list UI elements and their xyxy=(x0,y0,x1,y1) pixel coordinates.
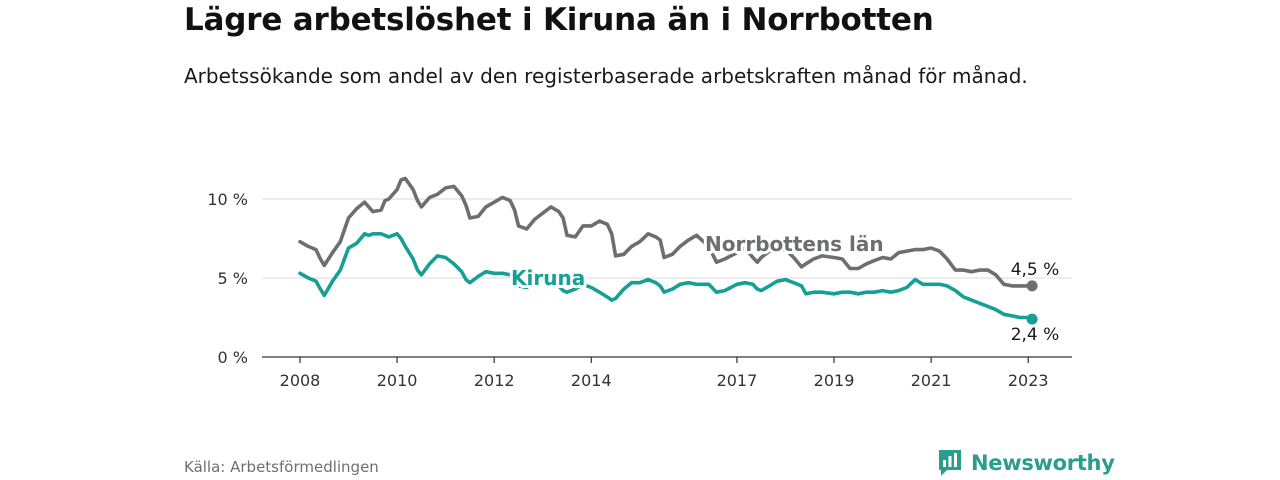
norrbotten-series-label: Norrbottens län xyxy=(705,232,884,256)
kiruna-series-label: Kiruna xyxy=(511,266,585,290)
line-chart: 0 % 5 % 10 % 2008 2010 2012 2014 2017 2019 2021 20… xyxy=(207,176,1072,390)
x-tick-label: 2017 xyxy=(717,371,758,390)
y-tick-label: 0 % xyxy=(218,348,248,367)
kiruna-end-value-label: 2,4 % xyxy=(1011,325,1060,345)
chart-subtitle: Arbetssökande som andel av den registerb… xyxy=(184,64,1028,88)
kiruna-end-dot xyxy=(1026,313,1038,325)
x-tick-label: 2008 xyxy=(280,371,321,390)
bar-chart-speech-bubble-icon xyxy=(939,450,961,476)
x-tick-label: 2012 xyxy=(474,371,515,390)
y-tick-label: 10 % xyxy=(207,190,248,209)
x-tick-label: 2019 xyxy=(814,371,855,390)
series-lines xyxy=(298,176,1038,325)
x-tick-label: 2014 xyxy=(571,371,612,390)
x-tick-label: 2023 xyxy=(1008,371,1049,390)
y-tick-label: 5 % xyxy=(218,269,248,288)
series-labels: Norrbottens län Kiruna 4,5 % 2,4 % xyxy=(508,229,1062,348)
brand-logo[interactable]: Newsworthy xyxy=(937,448,1115,478)
x-tick-label: 2021 xyxy=(911,371,952,390)
grid-lines xyxy=(262,198,1072,279)
kiruna-line xyxy=(298,232,1034,321)
brand-name: Newsworthy xyxy=(971,451,1115,475)
norrbotten-end-value-label: 4,5 % xyxy=(1011,260,1060,280)
norrbotten-end-dot xyxy=(1026,280,1038,292)
norrbotten-line xyxy=(298,176,1034,288)
x-tick-label: 2010 xyxy=(377,371,418,390)
chart-title: Lägre arbetslöshet i Kiruna än i Norrbot… xyxy=(184,2,934,38)
axes: 0 % 5 % 10 % 2008 2010 2012 2014 2017 2019 2021 20… xyxy=(207,190,1072,390)
source-note: Källa: Arbetsförmedlingen xyxy=(184,458,379,476)
